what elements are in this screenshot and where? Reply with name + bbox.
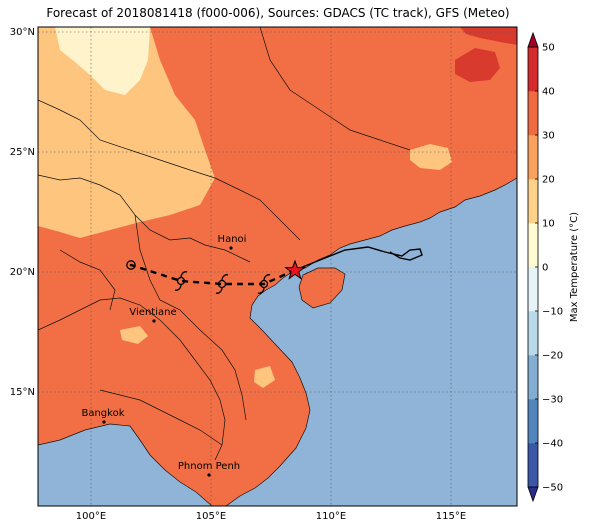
cyclone-symbol bbox=[215, 274, 229, 294]
colorbar-band bbox=[528, 47, 538, 92]
plot-frame bbox=[37, 26, 518, 507]
colorbar-tick-label: 20 bbox=[542, 175, 555, 186]
city-label-vientiane: Vientiane bbox=[129, 307, 176, 318]
colorbar-extend-high bbox=[527, 31, 539, 48]
colorbar-band bbox=[528, 223, 538, 268]
colorbar-extend-low bbox=[527, 486, 539, 503]
lat-label-30: 30°N bbox=[10, 27, 35, 38]
colorbar-band bbox=[528, 135, 538, 180]
lat-label-20: 20°N bbox=[10, 267, 35, 278]
land-hot-east bbox=[455, 48, 500, 82]
colorbar-bands bbox=[527, 31, 539, 503]
lat-label-15: 15°N bbox=[10, 387, 35, 398]
colorbar-band bbox=[528, 355, 538, 400]
map-area bbox=[38, 27, 517, 506]
colorbar-band bbox=[528, 267, 538, 312]
city-label-phnom-penh: Phnom Penh bbox=[178, 461, 240, 472]
low-pressure-symbol bbox=[126, 260, 136, 270]
lon-label-100: 100°E bbox=[76, 511, 106, 522]
city-label-hanoi: Hanoi bbox=[218, 234, 247, 245]
land-mild-patch-1 bbox=[410, 144, 452, 170]
city-markers bbox=[102, 246, 233, 477]
land-hot-northeast bbox=[460, 27, 517, 45]
colorbar-tick-label: −20 bbox=[542, 351, 563, 362]
land-hainan bbox=[299, 268, 345, 308]
cyclone-symbol bbox=[257, 274, 271, 294]
colorbar-band bbox=[528, 311, 538, 356]
colorbar-tick-label: 0 bbox=[542, 263, 548, 274]
colorbar-label: Max Temperature (°C) bbox=[569, 212, 580, 322]
land-mild-patch-2 bbox=[254, 366, 275, 388]
colorbar-tick-label: −40 bbox=[542, 439, 563, 450]
coast-borders bbox=[38, 27, 517, 506]
colorbar-ticks: 50 40 30 20 10 0 −10 −20 −30 −40 −50 bbox=[535, 43, 563, 494]
colorbar-band bbox=[528, 443, 538, 488]
past-track-line bbox=[294, 246, 423, 271]
forecast-points bbox=[126, 260, 271, 294]
colorbar-tick-label: 30 bbox=[542, 131, 555, 142]
phnom-penh-dot bbox=[207, 473, 211, 477]
hanoi-dot bbox=[229, 246, 233, 250]
forecast-track-line bbox=[130, 263, 296, 286]
colorbar-tick-label: −10 bbox=[542, 307, 563, 318]
land-mild-northwest bbox=[38, 27, 215, 238]
colorbar-band bbox=[528, 91, 538, 136]
city-label-bangkok: Bangkok bbox=[81, 408, 124, 419]
colorbar-band bbox=[528, 399, 538, 444]
lat-label-25: 25°N bbox=[10, 147, 35, 158]
map-title: Forecast of 2018081418 (f000-006), Sourc… bbox=[46, 6, 510, 20]
colorbar-tick-label: 10 bbox=[542, 219, 555, 230]
colorbar-tick-label: −50 bbox=[542, 483, 563, 494]
lon-label-110: 110°E bbox=[316, 511, 346, 522]
lon-label-105: 105°E bbox=[196, 511, 226, 522]
current-position-star bbox=[284, 259, 306, 280]
bangkok-dot bbox=[102, 420, 106, 424]
colorbar-tick-label: −30 bbox=[542, 395, 563, 406]
colorbar-band bbox=[528, 179, 538, 224]
land-cool-top bbox=[55, 27, 150, 95]
colorbar-tick-label: 40 bbox=[542, 87, 555, 98]
sea-gulf-of-thailand bbox=[38, 424, 212, 506]
vientiane-dot bbox=[152, 319, 156, 323]
lon-label-115: 115°E bbox=[436, 511, 466, 522]
colorbar: 50 40 30 20 10 0 −10 −20 −30 −40 −50 Max Temperatu… bbox=[527, 31, 580, 503]
cyclone-symbol bbox=[174, 271, 188, 291]
colorbar-tick-label: 50 bbox=[542, 43, 555, 54]
land-mild-patch-3 bbox=[120, 326, 148, 344]
